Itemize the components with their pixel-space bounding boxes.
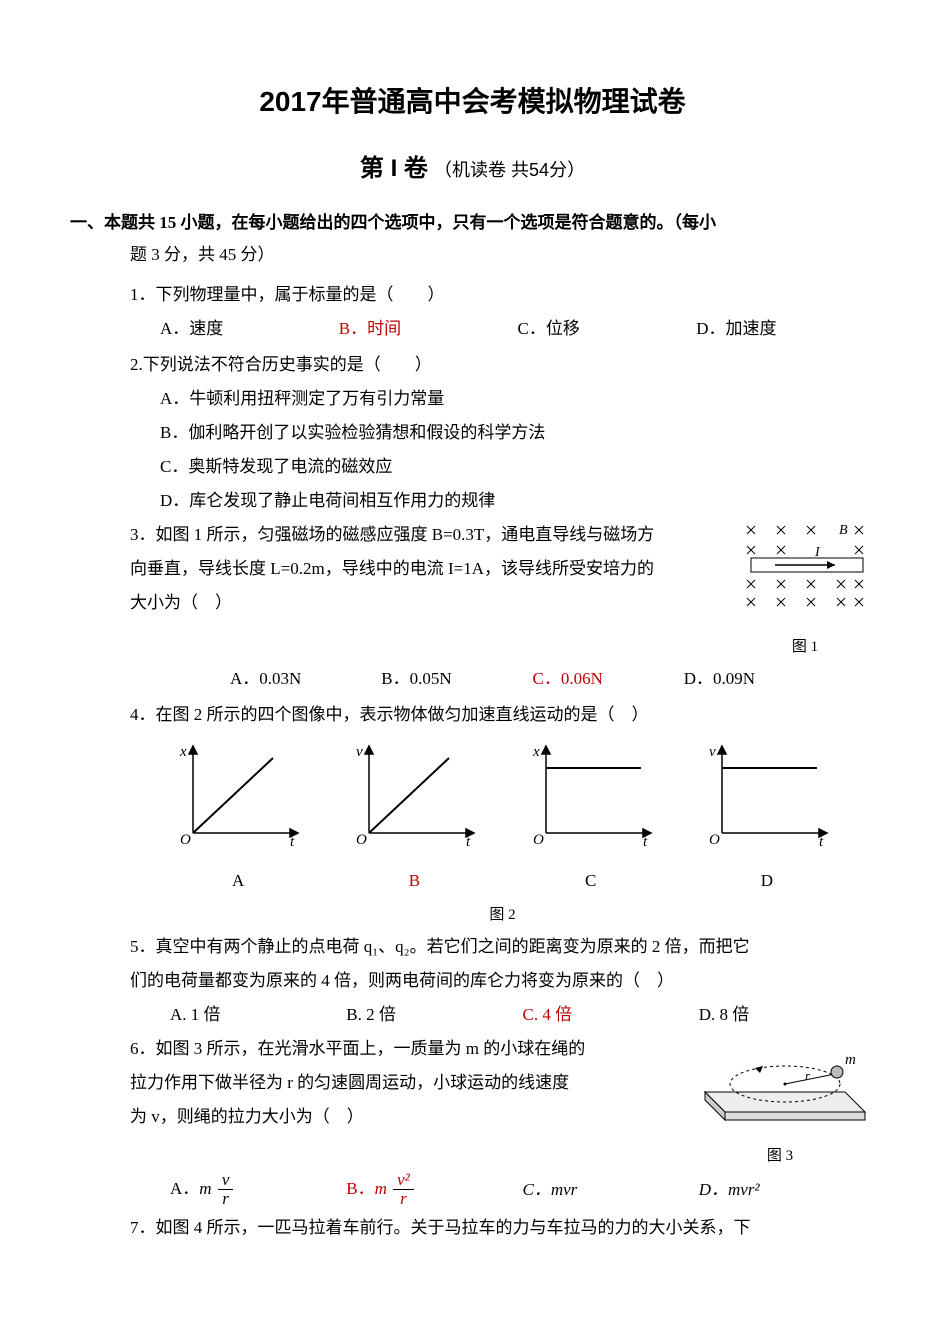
q4-lbl-c: C (503, 864, 679, 898)
q6-a-pre: A． (170, 1179, 199, 1198)
q4-labels: A B C D (130, 864, 875, 898)
q4-chart-d: v t O (697, 738, 837, 860)
q4-c-xlabel: t (643, 834, 648, 848)
figure-1: B I 图 1 (735, 518, 875, 662)
figure-3-svg: m r (685, 1032, 875, 1127)
q6-opt-a: A．m vr (170, 1171, 346, 1209)
q3-options: A．0.03N B．0.05N C．0.06N D．0.09N (130, 662, 875, 696)
figure-2-caption: 图 2 (130, 900, 875, 930)
subtitle-part: 第 I 卷 (360, 155, 428, 182)
q1-text: 1．下列物理量中，属于标量的是（ ） (130, 278, 875, 312)
q6-a-den: r (218, 1190, 234, 1209)
question-2: 2.下列说法不符合历史事实的是（ ） A．牛顿利用扭秤测定了万有引力常量 B．伽… (70, 348, 875, 518)
q4-d-ylabel: v (709, 744, 716, 760)
q4-chart-b: v t O (344, 738, 484, 860)
figure-1-caption: 图 1 (735, 632, 875, 662)
q2-opt-b: B．伽利略开创了以实验检验猜想和假设的科学方法 (160, 416, 875, 450)
question-3: B I 图 1 3．如图 1 所示，匀强磁场的磁感应强度 B=0.3T，通电直导… (70, 518, 875, 696)
q5-opt-b: B. 2 倍 (346, 998, 522, 1032)
question-4: 4．在图 2 所示的四个图像中，表示物体做匀加速直线运动的是（ ） x t O (70, 698, 875, 930)
q6-b-pre: B． (346, 1179, 374, 1198)
fig1-B-label: B (839, 523, 848, 538)
q6-b-num: v² (393, 1171, 414, 1191)
q6-opt-b: B．m v²r (346, 1171, 522, 1209)
question-7: 7．如图 4 所示，一匹马拉着车前行。关于马拉车的力与车拉马的力的大小关系，下 (70, 1211, 875, 1245)
q5-options: A. 1 倍 B. 2 倍 C. 4 倍 D. 8 倍 (130, 998, 875, 1032)
svg-text:O: O (709, 832, 720, 848)
q2-opt-d: D．库仑发现了静止电荷间相互作用力的规律 (160, 484, 875, 518)
section-1-line2: 题 3 分，共 45 分） (70, 239, 875, 271)
q4-text: 4．在图 2 所示的四个图像中，表示物体做匀加速直线运动的是（ ） (130, 698, 875, 732)
q1-opt-d: D．加速度 (696, 312, 875, 346)
subtitle-note: （机读卷 共54分） (434, 160, 585, 180)
figure-3-caption: 图 3 (685, 1141, 875, 1171)
q3-opt-c: C．0.06N (533, 662, 684, 696)
q6-opt-c: C．mvr (523, 1173, 699, 1207)
q4-b-ylabel: v (356, 744, 363, 760)
section-1-line1: 一、本题共 15 小题，在每小题给出的四个选项中，只有一个选项是符合题意的。（每… (70, 213, 716, 232)
figure-3: m r 图 3 (685, 1032, 875, 1171)
q2-opt-c: C．奥斯特发现了电流的磁效应 (160, 450, 875, 484)
q5-opt-a: A. 1 倍 (170, 998, 346, 1032)
q4-a-xlabel: t (290, 834, 295, 848)
svg-text:O: O (180, 832, 191, 848)
q6-b-den: r (393, 1190, 414, 1209)
q5-opt-d: D. 8 倍 (699, 998, 875, 1032)
q1-options: A．速度 B．时间 C．位移 D．加速度 (130, 312, 875, 346)
q6-b-m: m (375, 1179, 387, 1198)
q6-a-num: v (218, 1171, 234, 1191)
q6-opt-d: D．mvr² (699, 1173, 875, 1207)
question-6: m r 图 3 6．如图 3 所示，在光滑水平面上，一质量为 m 的小球在绳的 … (70, 1032, 875, 1209)
q5-line2: 们的电荷量都变为原来的 4 倍，则两电荷间的库仑力将变为原来的（ ） (130, 964, 875, 998)
fig3-r-label: r (805, 1068, 811, 1083)
q6-a-m: m (199, 1179, 211, 1198)
figure-1-svg: B I (735, 518, 875, 618)
fig3-m-label: m (845, 1052, 856, 1068)
q6-options: A．m vr B．m v²r C．mvr D．mvr² (130, 1171, 875, 1209)
page-title: 2017年普通高中会考模拟物理试卷 (70, 80, 875, 120)
q2-text: 2.下列说法不符合历史事实的是（ ） (130, 348, 875, 382)
question-5: 5．真空中有两个静止的点电荷 q₁、q₂。若它们之间的距离变为原来的 2 倍，而… (70, 930, 875, 1032)
svg-text:O: O (356, 832, 367, 848)
q3-opt-a: A．0.03N (230, 662, 381, 696)
q5-opt-c: C. 4 倍 (523, 998, 699, 1032)
q5-line1: 5．真空中有两个静止的点电荷 q₁、q₂。若它们之间的距离变为原来的 2 倍，而… (130, 930, 875, 964)
q2-opt-a: A．牛顿利用扭秤测定了万有引力常量 (160, 382, 875, 416)
q4-charts: x t O v t O (130, 738, 875, 860)
section-1-head: 一、本题共 15 小题，在每小题给出的四个选项中，只有一个选项是符合题意的。（每… (70, 207, 875, 272)
q4-chart-c: x t O (521, 738, 661, 860)
q4-b-xlabel: t (466, 834, 471, 848)
q4-d-xlabel: t (819, 834, 824, 848)
q4-chart-a: x t O (168, 738, 308, 860)
q7-text: 7．如图 4 所示，一匹马拉着车前行。关于马拉车的力与车拉马的力的大小关系，下 (130, 1211, 875, 1245)
q1-opt-a: A．速度 (160, 312, 339, 346)
q4-lbl-a: A (150, 864, 326, 898)
question-1: 1．下列物理量中，属于标量的是（ ） A．速度 B．时间 C．位移 D．加速度 (70, 278, 875, 346)
q4-a-ylabel: x (179, 744, 187, 760)
q4-lbl-d: D (679, 864, 855, 898)
q4-c-ylabel: x (532, 744, 540, 760)
svg-text:O: O (533, 832, 544, 848)
q3-opt-d: D．0.09N (684, 662, 835, 696)
q4-lbl-b: B (326, 864, 502, 898)
q1-opt-b: B．时间 (339, 312, 518, 346)
subtitle: 第 I 卷 （机读卷 共54分） (70, 148, 875, 183)
q3-opt-b: B．0.05N (381, 662, 532, 696)
exam-page: 2017年普通高中会考模拟物理试卷 第 I 卷 （机读卷 共54分） 一、本题共… (0, 0, 945, 1343)
q1-opt-c: C．位移 (518, 312, 697, 346)
